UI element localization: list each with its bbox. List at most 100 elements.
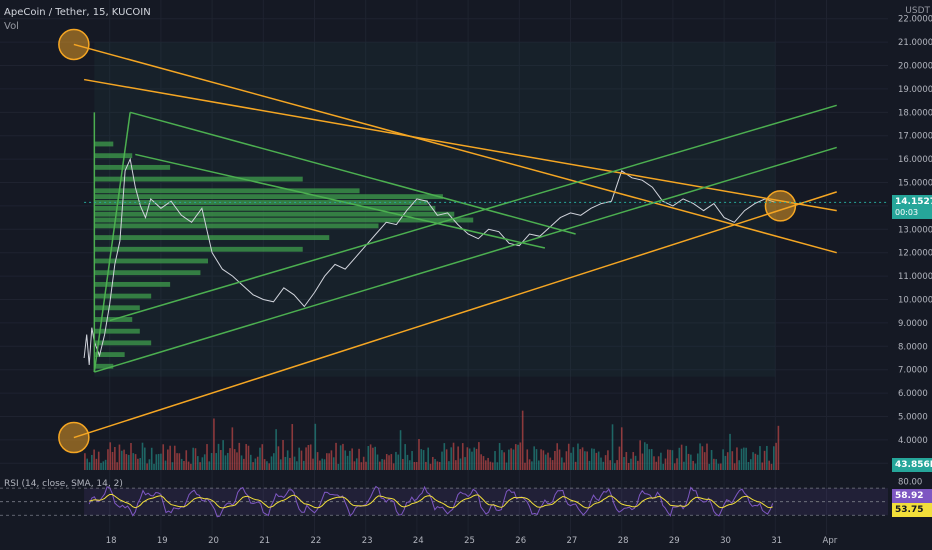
volume-bar <box>756 454 759 470</box>
volume-bar <box>420 449 423 470</box>
volume-bar <box>740 448 743 470</box>
price-series-line <box>83 157 776 366</box>
rsi-indicator-label[interactable]: RSI (14, close, SMA, 14, 2) <box>4 479 123 489</box>
volume-bar <box>319 460 321 470</box>
volume-bar <box>392 463 395 470</box>
volume-bar <box>406 454 409 470</box>
volume-bar <box>254 458 257 470</box>
volume-bar <box>381 459 383 470</box>
trendline-green-lower-rising <box>94 146 837 373</box>
volume-bar <box>648 449 651 470</box>
volume-bar <box>206 444 208 470</box>
volume-bar <box>109 442 112 470</box>
price-tick-label: 16.0000 <box>898 155 932 165</box>
trendline-drawings[interactable] <box>73 43 837 439</box>
profile-bar <box>94 194 443 200</box>
volume-bar <box>132 453 135 470</box>
price-tick-label: 10.0000 <box>898 296 932 306</box>
volume-bar <box>429 463 432 470</box>
volume-bar <box>699 443 701 470</box>
profile-bar <box>94 363 114 369</box>
volume-bar <box>706 443 708 470</box>
volume-bar <box>729 433 731 470</box>
volume-bar <box>365 461 367 470</box>
volume-bar <box>171 462 174 470</box>
highlight-circles[interactable] <box>58 28 797 454</box>
volume-bar <box>203 454 206 470</box>
volume-bar <box>533 446 535 470</box>
volume-bar <box>93 449 95 470</box>
volume-bar <box>194 448 197 470</box>
volume-bar <box>388 455 390 470</box>
volume-bar <box>247 445 250 470</box>
volume-bar <box>196 456 199 470</box>
volume-bar <box>130 442 132 470</box>
price-tick-label: 12.0000 <box>898 249 932 259</box>
volume-bar <box>210 453 213 470</box>
volume-bar <box>743 447 745 470</box>
volume-bar <box>720 463 722 470</box>
volume-bar <box>501 450 503 470</box>
price-tick-label: 9.0000 <box>898 319 928 329</box>
volume-bar <box>445 449 448 470</box>
volume-bar <box>667 449 669 470</box>
volume-bar <box>215 453 218 470</box>
volume-bar <box>335 442 337 470</box>
volume-bar <box>176 453 178 470</box>
volume-bar <box>678 447 681 470</box>
volume-bar <box>284 456 287 470</box>
volume-bar <box>229 448 231 470</box>
symbol-title[interactable]: ApeCoin / Tether, 15, KUCOIN <box>4 7 151 18</box>
volume-bar <box>669 449 671 470</box>
volume-bar <box>107 449 109 470</box>
volume-bar <box>671 450 674 470</box>
time-tick-label: 21 <box>259 536 270 546</box>
volume-bar <box>291 424 294 470</box>
volume-bar <box>766 445 768 470</box>
time-tick-label: 23 <box>362 536 373 546</box>
volume-bar <box>123 449 125 470</box>
volume-bar <box>259 447 261 470</box>
volume-bar <box>95 458 98 470</box>
volume-bar <box>660 452 662 470</box>
time-axis[interactable]: 18 19 20 21 22 23 24 25 26 27 28 29 30 31 Apr <box>106 536 838 546</box>
volume-bar <box>710 450 713 470</box>
volume-bar <box>687 453 690 470</box>
volume-bar <box>595 452 598 470</box>
volume-bar <box>609 460 612 470</box>
volume-bar <box>91 454 93 470</box>
volume-bar <box>505 462 508 470</box>
volume-bar <box>413 461 416 470</box>
volume-bar <box>690 454 692 470</box>
volume-bar <box>279 459 282 470</box>
profile-bar <box>94 281 171 287</box>
volume-bar <box>535 449 538 470</box>
volume-bar <box>321 458 324 470</box>
volume-bar <box>146 463 148 470</box>
volume-bar <box>772 446 775 470</box>
volume-bar <box>266 461 268 470</box>
volume-bar <box>395 451 397 470</box>
volume-bar <box>618 446 621 470</box>
volume-bar <box>425 461 427 470</box>
volume-bar <box>503 452 506 470</box>
circle-bottom-left <box>58 421 90 454</box>
volume-bar <box>374 446 377 470</box>
volume-bar <box>277 446 280 470</box>
volume-bar <box>137 458 139 470</box>
volume-bar <box>625 452 628 470</box>
volume-bar <box>114 446 116 470</box>
volume-bar <box>150 447 153 470</box>
volume-bar <box>217 443 220 470</box>
volume-bar <box>187 461 190 470</box>
volume-bar <box>717 463 720 470</box>
time-tick-label: 25 <box>464 536 475 546</box>
volume-bar <box>399 430 402 470</box>
volume-bar <box>134 454 137 470</box>
rsi-pane: 80.00 <box>0 477 922 518</box>
volume-bar <box>763 450 766 470</box>
volume-indicator-label[interactable]: Vol <box>4 21 19 32</box>
volume-bar <box>683 461 685 470</box>
volume-bar <box>148 459 151 470</box>
